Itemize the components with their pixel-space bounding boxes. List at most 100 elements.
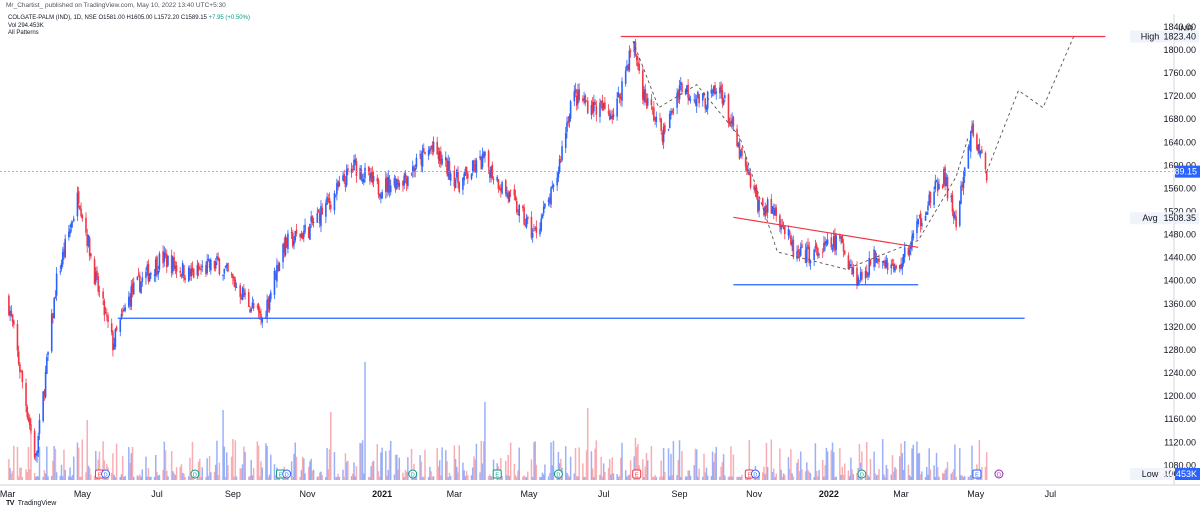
candle-body bbox=[985, 171, 988, 181]
candle-body bbox=[943, 169, 945, 186]
dividend-event-marker[interactable] bbox=[553, 469, 563, 479]
dividend-event-marker[interactable] bbox=[750, 469, 760, 479]
candle-body bbox=[533, 230, 535, 231]
volume-bar bbox=[868, 476, 870, 480]
candle-body bbox=[164, 253, 167, 257]
swing-path-dashed[interactable] bbox=[632, 41, 969, 270]
candle-body bbox=[369, 172, 371, 182]
volume-bar bbox=[500, 458, 502, 480]
trendline-drawings[interactable] bbox=[0, 35, 1174, 319]
volume-bar bbox=[337, 473, 339, 480]
volume-bar bbox=[569, 456, 572, 480]
candle-body bbox=[790, 235, 792, 245]
legend-patterns[interactable]: All Patterns bbox=[8, 30, 39, 36]
dividend-event-marker[interactable] bbox=[190, 469, 200, 479]
candle-body bbox=[404, 173, 407, 179]
candle-body bbox=[139, 275, 141, 292]
candle-body bbox=[890, 264, 893, 269]
volume-bar bbox=[732, 454, 735, 480]
candle-body bbox=[801, 244, 803, 248]
candle-body bbox=[301, 233, 304, 240]
last-price-badge: 1589.15 bbox=[1164, 165, 1200, 178]
earnings-event-marker[interactable] bbox=[632, 469, 642, 479]
volume-bar bbox=[380, 452, 382, 480]
candle-body bbox=[157, 270, 159, 275]
volume-bar bbox=[213, 471, 216, 480]
candle-body bbox=[28, 418, 31, 426]
legend-symbol-row[interactable]: COLGATE-PALM (IND), 1D, NSE O1581.00 H16… bbox=[8, 15, 250, 23]
volume-bar bbox=[710, 476, 713, 480]
candle-body bbox=[850, 264, 852, 266]
candle-body bbox=[697, 91, 699, 98]
neckline-trendline[interactable] bbox=[733, 216, 919, 248]
candle-body bbox=[514, 195, 517, 201]
volume-bar bbox=[938, 476, 940, 480]
y-tick-label: 1160.00 bbox=[1164, 414, 1196, 424]
candle-body bbox=[599, 102, 601, 117]
volume-bar bbox=[364, 362, 366, 480]
dividend-event-marker[interactable] bbox=[282, 469, 292, 479]
projection-path-dashed[interactable] bbox=[986, 36, 1075, 172]
volume-bar bbox=[479, 472, 481, 480]
candle-body bbox=[343, 174, 346, 182]
publisher-line: Mr_Chartist_ published on TradingView.co… bbox=[6, 2, 226, 9]
candle-body bbox=[72, 218, 75, 222]
volume-bar bbox=[784, 474, 786, 480]
candle-body bbox=[688, 97, 691, 101]
candle-body bbox=[955, 216, 957, 228]
volume-bar bbox=[86, 420, 88, 480]
volume-bar bbox=[333, 451, 336, 480]
volume-bar bbox=[713, 461, 715, 480]
candle-body bbox=[791, 241, 793, 247]
candle-body bbox=[686, 85, 688, 93]
candle-body bbox=[362, 178, 365, 183]
candle-body bbox=[235, 287, 238, 289]
high-price-badge: High 1823.40 bbox=[1130, 30, 1199, 43]
volume-bar bbox=[705, 467, 708, 480]
candle-body bbox=[444, 157, 447, 161]
volume-bar bbox=[680, 476, 682, 480]
volume-bar bbox=[270, 454, 272, 480]
volume-bar bbox=[167, 476, 169, 480]
volume-bar bbox=[766, 466, 769, 480]
dividend-event-marker[interactable] bbox=[408, 469, 418, 479]
candle-body bbox=[944, 167, 946, 185]
volume-bar bbox=[431, 476, 434, 480]
candle-body bbox=[16, 324, 19, 351]
volume-bar bbox=[764, 474, 766, 480]
volume-bar bbox=[414, 476, 416, 480]
volume-bar bbox=[393, 474, 396, 480]
volume-bar bbox=[535, 464, 538, 480]
earnings-event-marker[interactable] bbox=[492, 469, 502, 479]
candle-body bbox=[175, 265, 178, 272]
dividend-event-marker[interactable] bbox=[994, 469, 1004, 479]
volume-bar bbox=[916, 441, 918, 480]
volume-bar bbox=[446, 461, 448, 480]
volume-bar bbox=[294, 442, 297, 480]
candle-body bbox=[672, 110, 675, 112]
volume-bar bbox=[98, 451, 101, 480]
volume-bar bbox=[491, 476, 494, 480]
candle-body bbox=[333, 193, 336, 211]
candle-body bbox=[600, 100, 603, 103]
legend-symbol[interactable]: COLGATE-PALM (IND), 1D, NSE bbox=[8, 15, 97, 21]
candle-body bbox=[924, 215, 927, 221]
candle-body bbox=[638, 63, 640, 71]
tradingview-logo[interactable]: TV TradingView bbox=[6, 500, 56, 507]
candle-body bbox=[145, 271, 147, 278]
dividend-event-marker[interactable] bbox=[857, 469, 867, 479]
volume-bar bbox=[474, 459, 476, 480]
volume-bar bbox=[943, 473, 945, 480]
candle-body bbox=[881, 261, 884, 263]
candle-body bbox=[103, 300, 106, 316]
volume-bar bbox=[509, 442, 512, 480]
volume-bar bbox=[928, 448, 930, 480]
candle-body bbox=[968, 144, 971, 150]
dividend-event-marker[interactable] bbox=[101, 469, 111, 479]
volume-bar bbox=[601, 476, 604, 480]
volume-bar bbox=[821, 459, 824, 480]
volume-bar bbox=[449, 475, 452, 480]
earnings-event-marker[interactable] bbox=[972, 469, 982, 479]
